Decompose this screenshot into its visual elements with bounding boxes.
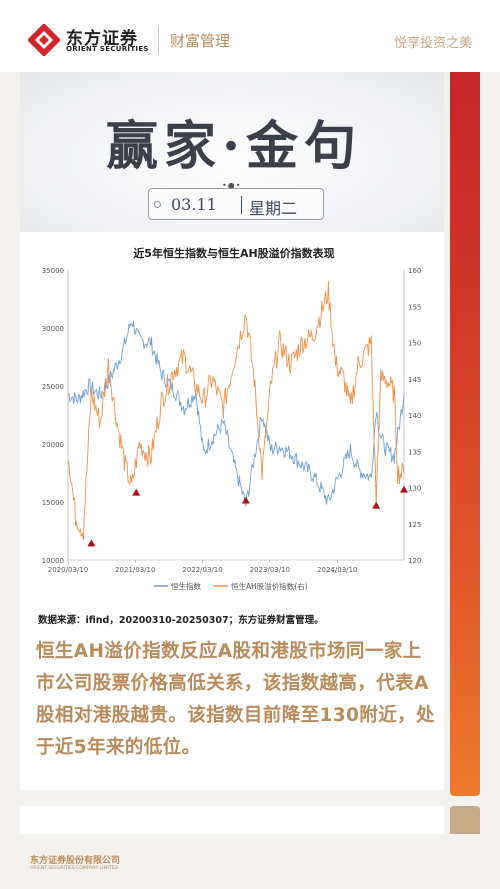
- x-tick-label: 2021/03/10: [115, 566, 155, 574]
- header: 东方证券 ORIENT SECURITIES 财富管理 悦享投资之美: [0, 0, 500, 72]
- chart: 近5年恒生指数与恒生AH股溢价指数表现 10000 15000 20000 25000…: [36, 240, 432, 600]
- y-right-tick-label: 160: [408, 267, 421, 275]
- data-source: 数据来源：ifind，20200310-20250307；东方证券财富管理。: [38, 615, 324, 626]
- y-left-tick-label: 25000: [42, 383, 64, 391]
- section-title: 财富管理: [170, 32, 231, 50]
- chart-title: 近5年恒生指数与恒生AH股溢价指数表现: [133, 246, 334, 260]
- y-right-tick-label: 155: [408, 303, 421, 311]
- bottom-card: [20, 806, 444, 834]
- tag-separator: [241, 196, 242, 214]
- low-point-marker: [87, 539, 96, 547]
- y-right-tick-label: 130: [408, 485, 421, 493]
- y-left-tick-label: 30000: [42, 325, 64, 333]
- y-right-tick-label: 125: [408, 521, 421, 529]
- chart-canvas: 近5年恒生指数与恒生AH股溢价指数表现 10000 15000 20000 25000…: [36, 240, 432, 600]
- y-right-tick-label: 150: [408, 340, 421, 348]
- y-right-tick-label: 120: [408, 557, 421, 565]
- x-tick-label: 2023/03/10: [250, 566, 290, 574]
- low-point-marker: [241, 496, 250, 504]
- x-tick-label: 2022/03/10: [182, 566, 222, 574]
- y-right-tick-label: 140: [408, 412, 421, 420]
- date-tag: 03.11 星期二: [148, 188, 324, 220]
- footer-company-en: ORIENT SECURITIES COMPANY LIMITED: [30, 866, 118, 871]
- weekday: 星期二: [249, 199, 298, 218]
- series-line-ah-premium: [67, 280, 405, 541]
- tag-string-icon: •●•: [222, 181, 242, 190]
- y-left-tick-label: 20000: [42, 441, 64, 449]
- date: 03.11: [171, 195, 217, 214]
- body-text: 恒生AH溢价指数反应A股和港股市场同一家上市公司股票价格高低关系，该指数越高，代…: [36, 641, 435, 758]
- y-left-tick-label: 15000: [42, 499, 64, 507]
- accent-bar: [450, 72, 480, 796]
- logo-icon: [28, 24, 60, 56]
- tag-hole-icon: [154, 201, 161, 208]
- legend-label-hsi: 恒生指数: [171, 581, 201, 591]
- brand-name-en: ORIENT SECURITIES: [66, 45, 149, 53]
- footer-company: 东方证券股份有限公司: [30, 856, 121, 866]
- x-tick-label: 2024/03/10: [317, 566, 357, 574]
- slogan: 悦享投资之美: [393, 36, 472, 51]
- low-point-marker: [132, 488, 141, 496]
- legend-label-ah: 恒生AH股溢价指数(右): [231, 581, 308, 591]
- x-tick-label: 2020/03/10: [48, 566, 88, 574]
- series-line-hsi: [67, 321, 405, 507]
- y-right-tick-label: 135: [408, 448, 421, 456]
- low-point-marker: [372, 501, 381, 509]
- header-divider: [158, 26, 159, 54]
- y-left-tick-label: 10000: [42, 557, 64, 565]
- y-right-tick-label: 145: [408, 376, 421, 384]
- brand-name: 东方证券: [66, 29, 138, 49]
- accent-bar-bottom: [450, 806, 480, 834]
- low-point-marker: [400, 485, 408, 493]
- hero-title: 赢家·金句: [105, 116, 363, 177]
- chart-background: [36, 240, 432, 600]
- y-left-tick-label: 35000: [42, 267, 64, 275]
